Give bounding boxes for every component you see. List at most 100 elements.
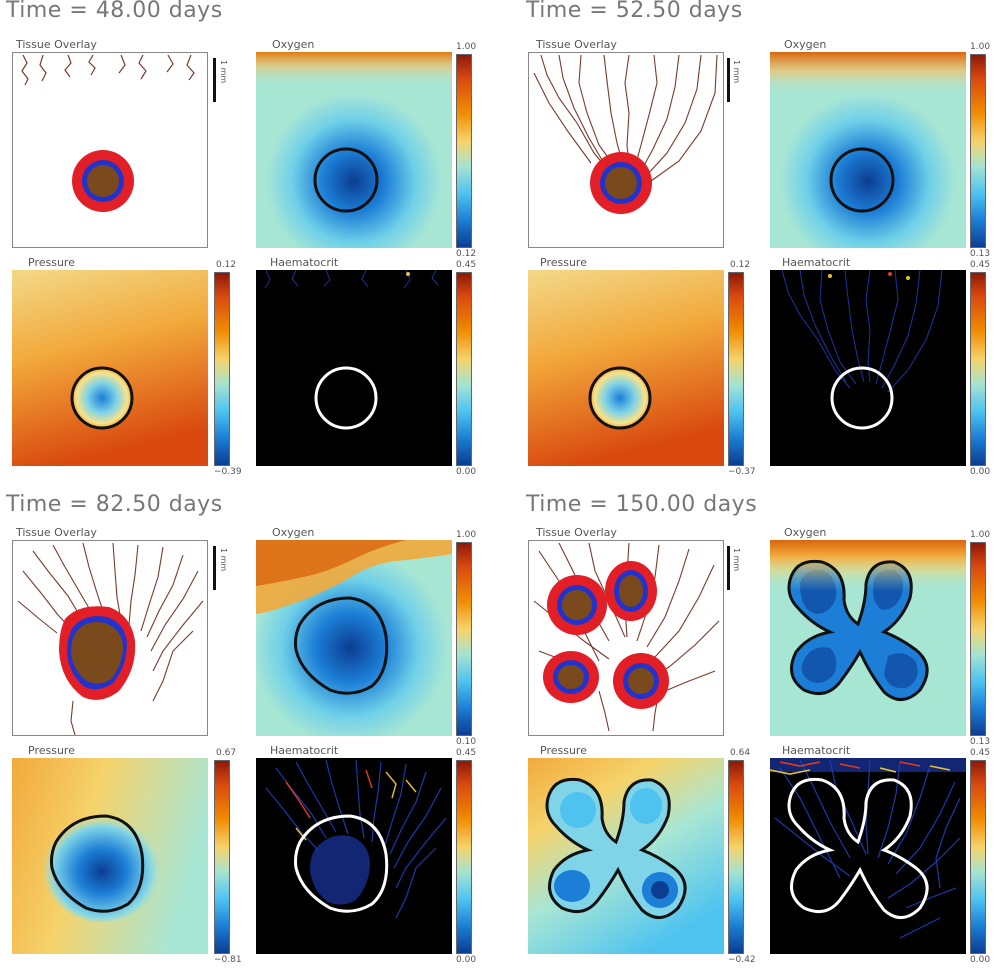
oxygen-plot (770, 540, 966, 736)
tissue-overlay-svg (533, 542, 720, 732)
oxygen-panel-label: Oxygen (272, 526, 315, 539)
haematocrit-panel-label: Haematocrit (270, 256, 339, 269)
scale-bar (213, 546, 216, 590)
quadrant-day-82-5: Time = 82.50 days Tissue Overlay (0, 492, 499, 976)
pressure-colorbar (214, 760, 230, 954)
pressure-panel-label: Pressure (28, 256, 75, 269)
pressure-plot (12, 270, 208, 466)
pressure-colorbar (214, 272, 230, 466)
oxygen-panel-label: Oxygen (784, 526, 827, 539)
pressure-cbar-min: −0.81 (214, 955, 242, 965)
pressure-colorbar (728, 272, 744, 466)
pressure-plot (528, 270, 724, 466)
oxygen-panel-label: Oxygen (784, 38, 827, 51)
haematocrit-cbar-min: 0.00 (456, 955, 477, 965)
oxygen-cbar-min: 0.13 (970, 737, 991, 747)
scale-bar (727, 58, 730, 102)
pressure-plot (12, 758, 208, 954)
haematocrit-plot (770, 270, 966, 466)
oxygen-cbar-max: 1.00 (456, 530, 477, 540)
pressure-cbar-min: −0.42 (728, 955, 756, 965)
tissue-overlay-svg (21, 54, 195, 212)
oxygen-colorbar (970, 542, 986, 736)
oxygen-plot (770, 52, 966, 248)
scale-bar-label: 1 mm (732, 60, 741, 84)
oxygen-colorbar (456, 54, 472, 248)
tissue-panel-label: Tissue Overlay (16, 38, 97, 51)
pressure-panel-label: Pressure (540, 744, 587, 757)
oxygen-cbar-max: 1.00 (970, 530, 991, 540)
oxygen-field-svg (770, 52, 966, 248)
haematocrit-colorbar (456, 272, 472, 466)
pressure-plot (528, 758, 724, 954)
time-title: Time = 48.00 days (6, 0, 223, 23)
pressure-field-svg (528, 758, 724, 954)
tissue-panel-label: Tissue Overlay (16, 526, 97, 539)
time-title: Time = 150.00 days (526, 492, 758, 517)
time-title: Time = 82.50 days (6, 492, 223, 517)
scale-bar-label: 1 mm (732, 548, 741, 572)
oxygen-cbar-max: 1.00 (456, 42, 477, 52)
haematocrit-cbar-min: 0.00 (970, 467, 991, 477)
oxygen-field-svg (256, 540, 452, 736)
haematocrit-field-svg (781, 270, 943, 430)
pressure-cbar-max: 0.12 (216, 260, 237, 270)
tissue-panel-label: Tissue Overlay (536, 38, 617, 51)
tissue-panel-label: Tissue Overlay (536, 526, 617, 539)
tissue-overlay-plot (12, 540, 208, 736)
haematocrit-field-svg (265, 759, 447, 919)
haematocrit-colorbar (456, 760, 472, 954)
tissue-overlay-svg (17, 542, 204, 735)
oxygen-cbar-max: 1.00 (970, 42, 991, 52)
haematocrit-panel-label: Haematocrit (270, 744, 339, 757)
oxygen-plot (256, 540, 452, 736)
pressure-cbar-min: −0.39 (214, 467, 242, 477)
scale-bar-label: 1 mm (219, 60, 228, 84)
scale-bar (727, 546, 730, 590)
haematocrit-plot (256, 270, 452, 466)
haematocrit-cbar-max: 0.45 (970, 260, 991, 270)
haematocrit-colorbar (970, 760, 986, 954)
pressure-cbar-min: −0.37 (728, 467, 756, 477)
quadrant-day-150: Time = 150.00 days Tissue Overlay (518, 492, 998, 976)
haematocrit-cbar-min: 0.00 (970, 955, 991, 965)
oxygen-cbar-min: 0.13 (970, 249, 991, 259)
haematocrit-colorbar (970, 272, 986, 466)
tissue-overlay-plot (528, 52, 724, 248)
pressure-field-svg (12, 758, 208, 954)
quadrant-day-48: Time = 48.00 days Tissue Overlay 1 mm Ox… (0, 0, 499, 482)
pressure-cbar-max: 0.12 (730, 260, 751, 270)
haematocrit-cbar-max: 0.45 (456, 748, 477, 758)
tissue-overlay-plot (12, 52, 208, 248)
oxygen-cbar-min: 0.10 (456, 737, 477, 747)
haematocrit-field-svg (770, 758, 966, 939)
tissue-overlay-plot (528, 540, 724, 736)
quadrant-day-52-5: Time = 52.50 days Tissue Overlay 1 mm Ox… (518, 0, 998, 482)
pressure-panel-label: Pressure (28, 744, 75, 757)
haematocrit-panel-label: Haematocrit (782, 744, 851, 757)
tissue-overlay-svg (533, 54, 718, 214)
time-title: Time = 52.50 days (526, 0, 743, 23)
haematocrit-cbar-min: 0.00 (456, 467, 477, 477)
oxygen-field-svg (770, 540, 966, 736)
haematocrit-cbar-max: 0.45 (456, 260, 477, 270)
pressure-panel-label: Pressure (540, 256, 587, 269)
haematocrit-plot (770, 758, 966, 954)
pressure-colorbar (728, 760, 744, 954)
oxygen-colorbar (970, 54, 986, 248)
pressure-field-svg (12, 270, 208, 466)
haematocrit-cbar-max: 0.45 (970, 748, 991, 758)
haematocrit-field-svg (264, 270, 439, 430)
oxygen-field-svg (256, 52, 452, 248)
pressure-cbar-max: 0.67 (216, 748, 237, 758)
scale-bar-label: 1 mm (219, 548, 228, 572)
haematocrit-plot (256, 758, 452, 954)
pressure-cbar-max: 0.64 (730, 748, 751, 758)
haematocrit-panel-label: Haematocrit (782, 256, 851, 269)
oxygen-cbar-min: 0.12 (456, 249, 477, 259)
scale-bar (213, 58, 216, 102)
oxygen-plot (256, 52, 452, 248)
oxygen-colorbar (456, 542, 472, 736)
oxygen-panel-label: Oxygen (272, 38, 315, 51)
pressure-field-svg (528, 270, 724, 466)
